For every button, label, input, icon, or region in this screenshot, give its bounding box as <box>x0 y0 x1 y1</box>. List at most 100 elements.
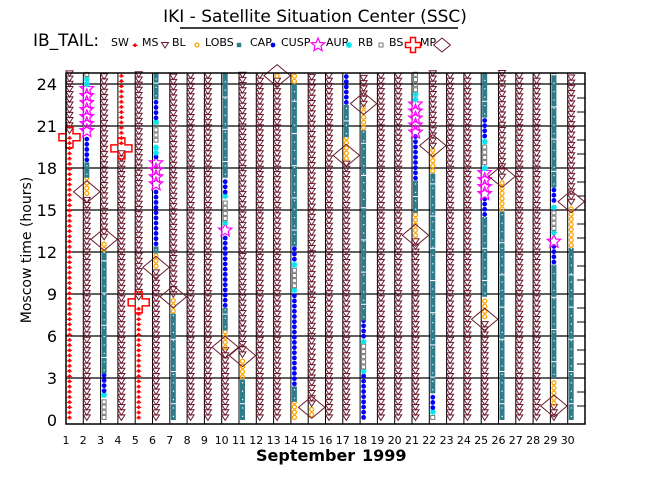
lobs-tick <box>432 212 434 214</box>
lobs-tick <box>501 247 503 249</box>
sw-mark <box>135 405 142 410</box>
aur-mark <box>360 368 367 375</box>
rb-mark <box>482 149 488 155</box>
cap-mark <box>153 99 159 105</box>
cap-mark <box>153 199 159 205</box>
cap-mark <box>101 388 107 394</box>
lobs-tick <box>553 348 555 350</box>
x-tick-label: 23 <box>440 434 454 447</box>
rb-mark <box>361 343 367 349</box>
cap-mark <box>222 235 228 241</box>
legend: SW MS BL LOBS CAP CUSP AUR RB BS MP <box>111 36 452 54</box>
cap-mark <box>222 261 228 267</box>
bl-mark <box>499 180 505 186</box>
lobs-tick <box>570 323 572 325</box>
rb-mark <box>291 278 297 284</box>
bl-mark <box>551 400 557 407</box>
segment-ms <box>238 71 247 359</box>
lobs-tick <box>224 81 226 83</box>
x-tick-label: 9 <box>201 434 208 447</box>
segment-cap <box>153 189 159 247</box>
lobs-bar <box>361 130 367 321</box>
mp-diamond-mark <box>142 255 170 280</box>
segment-cap <box>153 99 159 121</box>
sw-mark <box>135 394 142 399</box>
segment-bl <box>291 73 298 85</box>
cap-mark <box>361 399 366 405</box>
segment-rb <box>551 210 557 231</box>
cap-mark <box>222 271 228 277</box>
lobs-tick <box>172 415 174 417</box>
cap-mark <box>292 381 297 387</box>
day-column-22 <box>418 70 447 420</box>
lobs-tick <box>363 156 365 158</box>
sw-mark <box>66 358 73 363</box>
grid <box>66 73 585 424</box>
lobs-tick <box>363 316 365 318</box>
segment-ms <box>116 150 126 422</box>
segment-bl <box>291 399 298 421</box>
sw-mark <box>66 332 73 337</box>
day-column-30 <box>557 74 586 420</box>
x-tick-label: 27 <box>509 434 523 447</box>
cap-mark <box>413 175 418 181</box>
lobs-tick <box>103 319 105 321</box>
bl-mark <box>430 168 436 174</box>
cap-mark <box>222 246 228 251</box>
rb-mark <box>361 364 367 370</box>
bl-mark <box>430 157 436 164</box>
sw-mark <box>66 218 73 223</box>
lobs-tick <box>570 289 572 291</box>
lobs-tick <box>432 364 434 366</box>
sw-mark <box>66 353 73 358</box>
cap-mark <box>551 187 557 193</box>
lobs-tick <box>345 133 347 135</box>
ms-mark <box>462 72 472 80</box>
lobs-tick <box>432 380 434 382</box>
lobs-tick <box>553 133 555 135</box>
lobs-tick <box>484 105 486 107</box>
cap-mark <box>430 405 436 411</box>
lobs-tick <box>484 284 486 286</box>
bl-mark <box>499 200 505 207</box>
rb-mark <box>361 359 367 365</box>
lobs-tick <box>172 315 174 317</box>
cap-mark <box>343 94 349 100</box>
lobs-tick <box>103 352 105 354</box>
lobs-tick <box>363 198 365 200</box>
mp-diamond-mark <box>90 227 119 252</box>
lobs-tick <box>155 95 157 97</box>
lobs-gap <box>291 100 297 102</box>
lobs-tick <box>432 296 434 298</box>
lobs-tick <box>432 330 434 332</box>
cap-mark <box>413 144 418 150</box>
bl-mark <box>499 190 505 196</box>
segment-lobs <box>222 308 228 331</box>
sw-mark <box>66 342 73 347</box>
lobs-tick <box>432 389 434 391</box>
sw-mark <box>118 141 125 146</box>
lobs-tick <box>501 415 503 417</box>
bl-mark <box>360 104 367 110</box>
lobs-gap <box>551 361 557 363</box>
mp-diamond-mark <box>470 307 499 331</box>
sw-mark <box>66 234 73 239</box>
lobs-gap <box>482 247 488 249</box>
ms-mark <box>341 160 351 168</box>
cap-mark <box>101 372 107 378</box>
day-column-27 <box>514 72 524 422</box>
day-column-17 <box>332 74 361 422</box>
cap-mark <box>413 165 418 171</box>
segment-lobs <box>291 386 297 402</box>
cap-mark <box>222 292 228 298</box>
ms-mark <box>549 404 559 411</box>
bl-mark <box>568 232 574 238</box>
cap-mark <box>292 360 297 366</box>
lobs-gap <box>568 371 574 372</box>
sw-mark <box>118 84 125 89</box>
segment-cap <box>361 373 366 420</box>
lobs-tick <box>484 79 486 81</box>
lobs-tick <box>224 98 226 100</box>
segment-ms <box>359 74 369 108</box>
lobs-tick <box>553 82 555 84</box>
